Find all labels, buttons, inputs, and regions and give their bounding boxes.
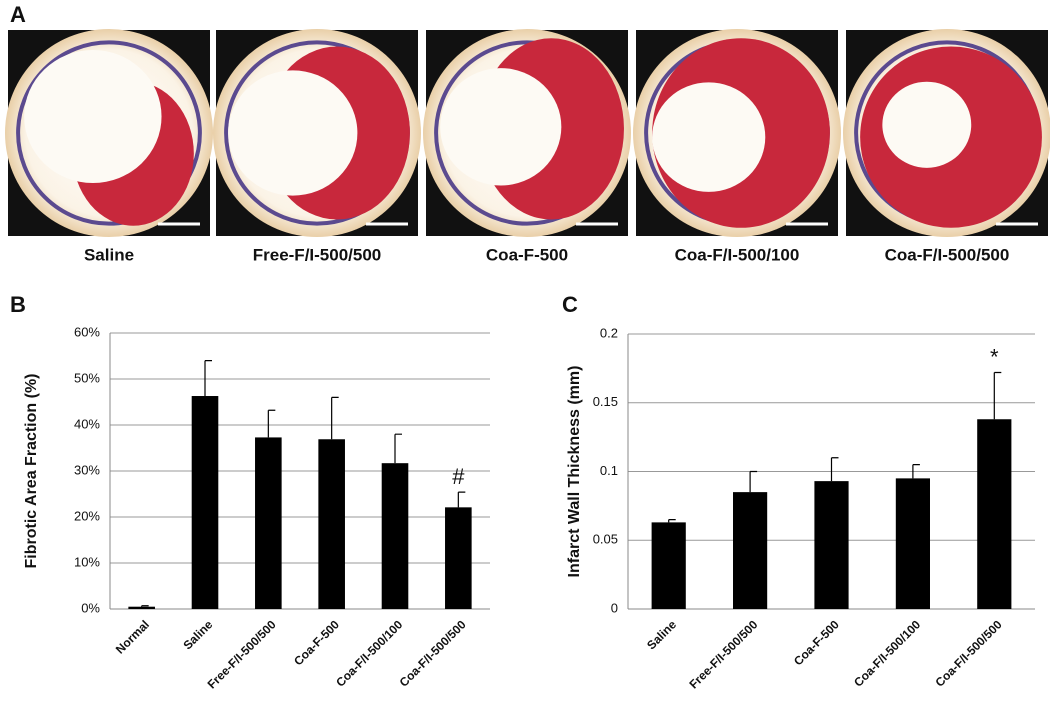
error-bar bbox=[331, 396, 339, 440]
y-tick-label: 50% bbox=[74, 370, 100, 385]
panel-label: B bbox=[10, 292, 26, 317]
panel-label: A bbox=[10, 2, 26, 27]
bar bbox=[445, 507, 472, 609]
error-bar bbox=[141, 605, 149, 607]
heart-wall bbox=[16, 40, 202, 226]
x-tick-label: Coa-F-500 bbox=[291, 617, 342, 668]
lumen bbox=[228, 70, 358, 196]
y-tick-label: 0.2 bbox=[600, 325, 618, 340]
bar bbox=[128, 606, 155, 609]
error-bar bbox=[204, 360, 212, 397]
bar bbox=[318, 439, 345, 609]
caption: Saline bbox=[84, 245, 134, 264]
error-bar bbox=[830, 457, 839, 482]
bar bbox=[255, 437, 282, 609]
x-tick-label: Saline bbox=[180, 617, 215, 652]
error-bar bbox=[394, 433, 402, 464]
significance-marker: * bbox=[990, 344, 999, 369]
x-tick-label: Free-F/I-500/500 bbox=[205, 617, 279, 691]
y-tick-label: 60% bbox=[74, 324, 100, 339]
lumen bbox=[24, 49, 162, 184]
caption: Coa-F/I-500/100 bbox=[675, 245, 800, 264]
y-tick-label: 30% bbox=[74, 462, 100, 477]
error-bar bbox=[267, 409, 276, 438]
error-bar bbox=[993, 371, 1002, 420]
x-tick-label: Coa-F/I-500/100 bbox=[333, 617, 405, 689]
y-tick-label: 0.1 bbox=[600, 463, 618, 478]
lumen bbox=[440, 68, 562, 186]
caption: Coa-F/I-500/500 bbox=[885, 245, 1010, 264]
y-tick-label: 0.15 bbox=[593, 394, 618, 409]
y-tick-label: 40% bbox=[74, 416, 100, 431]
x-tick-label: Saline bbox=[644, 617, 679, 652]
error-bar bbox=[749, 470, 758, 493]
y-tick-label: 20% bbox=[74, 508, 100, 523]
bar bbox=[191, 396, 219, 609]
caption: Free-F/I-500/500 bbox=[253, 245, 382, 264]
lumen bbox=[652, 82, 766, 192]
x-tick-label: Coa-F/I-500/500 bbox=[933, 617, 1005, 689]
x-tick-label: Coa-F-500 bbox=[791, 617, 842, 668]
y-tick-label: 0% bbox=[81, 600, 100, 615]
x-tick-label: Coa-F/I-500/500 bbox=[397, 617, 469, 689]
bar bbox=[895, 478, 930, 609]
bar bbox=[651, 522, 686, 609]
bar bbox=[814, 481, 849, 609]
y-tick-label: 0.05 bbox=[593, 532, 618, 547]
significance-marker: # bbox=[452, 464, 465, 489]
error-bar bbox=[912, 464, 920, 479]
x-tick-label: Normal bbox=[113, 617, 152, 656]
x-tick-label: Free-F/I-500/500 bbox=[686, 617, 760, 691]
panel-label: C bbox=[562, 292, 578, 317]
error-bar bbox=[668, 519, 676, 523]
lumen bbox=[882, 81, 972, 168]
bar bbox=[733, 492, 768, 609]
caption: Coa-F-500 bbox=[486, 245, 568, 264]
bar bbox=[381, 463, 409, 609]
error-bar bbox=[457, 491, 466, 508]
micrographs bbox=[5, 29, 1050, 237]
x-tick-label: Coa-F/I-500/100 bbox=[851, 617, 923, 689]
y-tick-label: 0 bbox=[611, 600, 618, 615]
y-axis-label: Infarct Wall Thickness (mm) bbox=[566, 366, 583, 578]
bar bbox=[977, 419, 1012, 609]
y-axis-label: Fibrotic Area Fraction (%) bbox=[23, 374, 40, 569]
y-tick-label: 10% bbox=[74, 554, 100, 569]
